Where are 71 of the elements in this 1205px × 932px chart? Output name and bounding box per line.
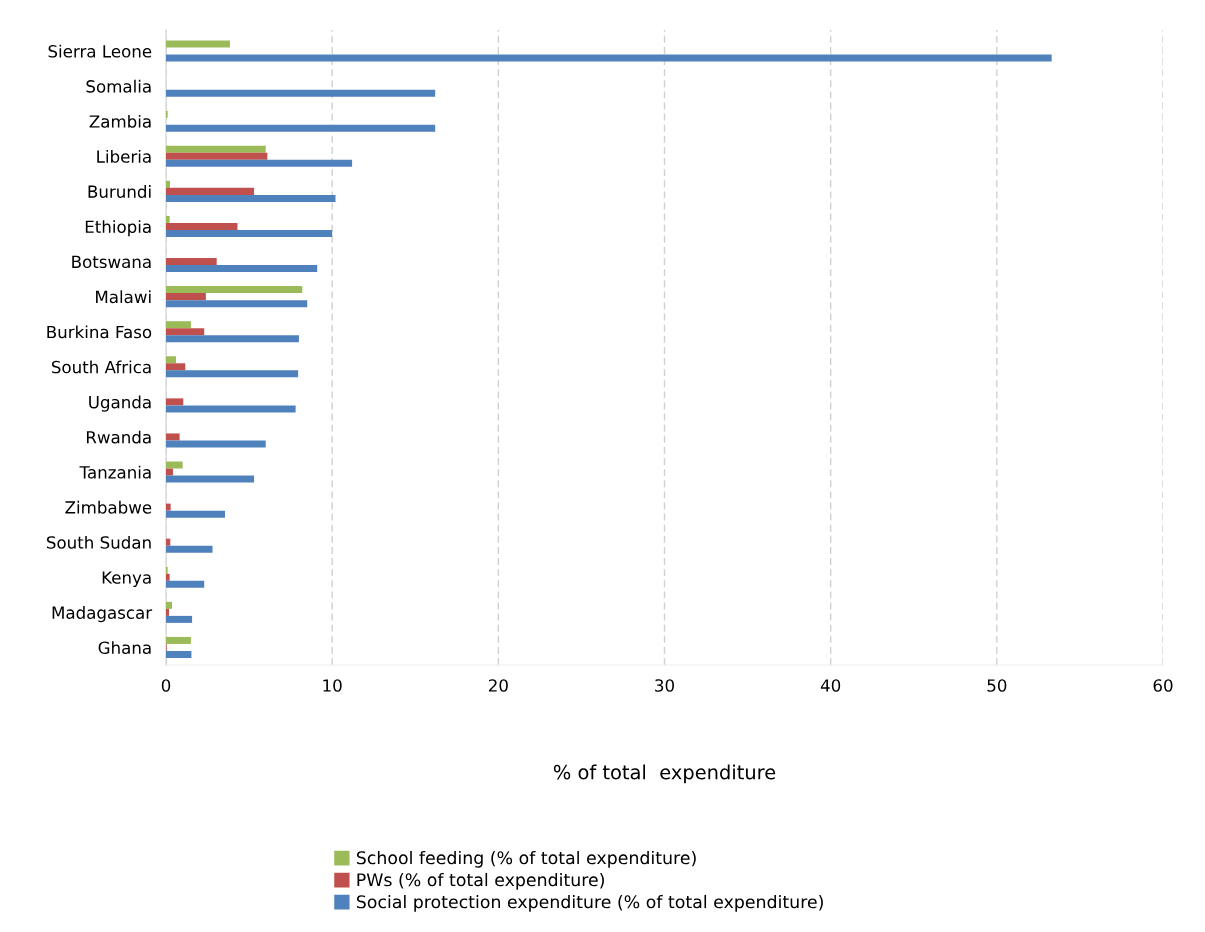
bar (166, 54, 1052, 62)
bar (166, 538, 171, 546)
x-tick-label: 50 (987, 679, 1007, 692)
y-tick-label: Madagascar (52, 606, 153, 623)
bar (166, 187, 255, 195)
bar (166, 335, 299, 343)
bar (166, 286, 303, 294)
bar (166, 145, 266, 153)
y-tick-label: South Africa (51, 360, 151, 374)
bar (166, 573, 170, 581)
bar (166, 321, 191, 329)
bar (166, 194, 336, 202)
bar (166, 152, 268, 160)
bar (166, 580, 205, 588)
bar (166, 222, 238, 230)
bar (166, 440, 266, 448)
y-tick-label: Liberia (97, 149, 151, 163)
y-tick-label: Botswana (72, 255, 151, 269)
bar (166, 503, 171, 511)
x-tick-label: 0 (161, 679, 171, 692)
legend-label: Social protection expenditure (% of total expenditure) (356, 894, 823, 912)
y-tick-label: Zambia (89, 114, 151, 128)
y-tick-label: Zimbabwe (65, 500, 152, 514)
x-axis-title: % of total expenditure (553, 764, 776, 784)
bar (166, 398, 184, 406)
bar (166, 461, 183, 469)
bar (166, 258, 217, 266)
x-tick-label: 60 (1153, 679, 1173, 692)
y-tick-label: Ghana (98, 641, 151, 655)
y-tick-label: Kenya (102, 571, 151, 588)
bar (166, 215, 170, 223)
bar (166, 328, 205, 336)
bar (166, 433, 180, 441)
bar (166, 300, 308, 308)
x-tick-label: 30 (655, 679, 674, 692)
bar (166, 475, 255, 483)
bar (166, 293, 206, 301)
y-tick-label: Rwanda (86, 430, 151, 444)
y-tick-label: Malawi (96, 290, 151, 304)
y-tick-label: Sierra Leone (48, 44, 152, 58)
y-tick-label: Burundi (88, 185, 151, 198)
bar (166, 159, 353, 167)
bar (166, 229, 333, 237)
y-tick-label: Uganda (89, 395, 151, 412)
bar (166, 545, 213, 553)
x-tick-label: 40 (820, 679, 841, 692)
legend-label: School feeding (% of total expenditure) (356, 850, 696, 868)
bar (166, 370, 299, 378)
y-tick-label: Tanzania (79, 465, 151, 479)
y-tick-label: Somalia (86, 79, 151, 93)
y-tick-label: Burkina Faso (47, 325, 152, 339)
legend-label: PWs (% of total expenditure) (357, 872, 604, 890)
bar (166, 363, 186, 371)
bar (166, 405, 296, 413)
bar (166, 510, 225, 518)
bar (166, 636, 191, 644)
bar (166, 601, 172, 609)
bar (166, 89, 436, 97)
y-tick-label: South Sudan (46, 535, 151, 549)
bar (166, 608, 169, 616)
x-tick-label: 10 (323, 679, 342, 692)
bar (166, 615, 193, 623)
bar (166, 468, 173, 476)
bar (166, 180, 170, 188)
bar (166, 650, 192, 658)
bar (166, 124, 436, 132)
y-tick-label: Ethiopia (85, 220, 151, 237)
bar (166, 40, 230, 48)
x-tick-label: 20 (488, 679, 508, 692)
bar (166, 356, 176, 364)
bar (166, 265, 318, 273)
